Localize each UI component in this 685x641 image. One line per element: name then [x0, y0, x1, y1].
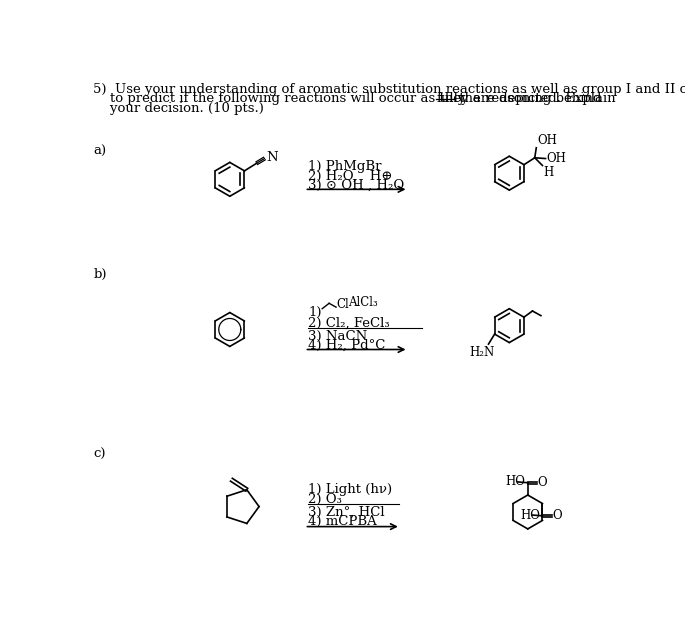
Text: 4) mCPBA: 4) mCPBA [308, 515, 377, 528]
Text: H₂N: H₂N [469, 345, 495, 359]
Text: H: H [543, 166, 553, 179]
Text: 2) Cl₂, FeCl₃: 2) Cl₂, FeCl₃ [308, 317, 390, 329]
Text: Cl: Cl [336, 298, 349, 312]
Text: 3) NaCN: 3) NaCN [308, 329, 368, 342]
Text: the reasoning behind: the reasoning behind [455, 92, 601, 105]
Text: your decision. (10 pts.): your decision. (10 pts.) [93, 101, 264, 115]
Text: 1): 1) [308, 306, 322, 319]
Text: 4) H₂, Pd°C: 4) H₂, Pd°C [308, 338, 386, 352]
Text: O: O [553, 510, 562, 522]
Text: fully: fully [436, 92, 466, 105]
Text: 3) Zn°, HCl: 3) Zn°, HCl [308, 506, 385, 519]
Text: OH: OH [538, 134, 558, 147]
Text: OH: OH [547, 152, 566, 165]
Text: O: O [538, 476, 547, 489]
Text: a): a) [93, 145, 107, 158]
Text: AlCl₃: AlCl₃ [347, 296, 377, 309]
Text: 5)  Use your understanding of aromatic substitution reactions as well as group I: 5) Use your understanding of aromatic su… [93, 83, 685, 96]
Text: b): b) [93, 268, 107, 281]
Text: to predict if the following reactions will occur as they are depicted. Explain: to predict if the following reactions wi… [93, 92, 621, 105]
Text: 2) H₂O,   H⊕: 2) H₂O, H⊕ [308, 169, 393, 182]
Text: 1) PhMgBr: 1) PhMgBr [308, 160, 382, 173]
Text: 1) Light (hν): 1) Light (hν) [308, 483, 393, 497]
Text: HO: HO [506, 476, 525, 488]
Text: N: N [266, 151, 277, 164]
Text: c): c) [93, 448, 106, 461]
Text: 2) O₃: 2) O₃ [308, 493, 342, 506]
Text: HO: HO [520, 508, 540, 522]
Text: 3) ⊙ OH , H₂O: 3) ⊙ OH , H₂O [308, 179, 405, 192]
